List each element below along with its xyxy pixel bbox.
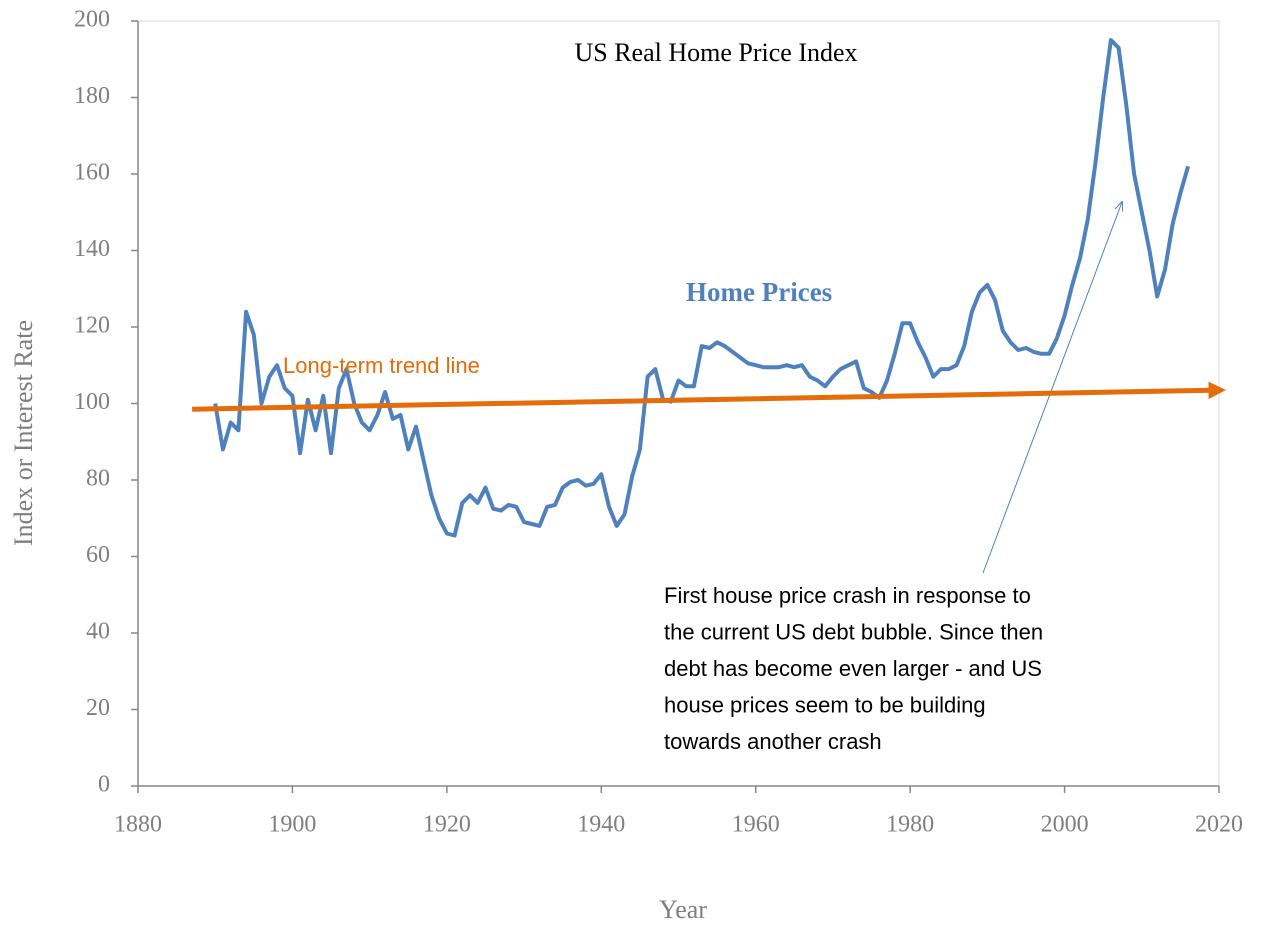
series-label: Long-term trend line xyxy=(283,353,480,378)
x-tick-label: 1940 xyxy=(577,812,625,838)
annotation-line: First house price crash in response to xyxy=(664,583,1031,608)
annotation-line: towards another crash xyxy=(664,729,882,754)
y-tick-label: 200 xyxy=(74,7,110,33)
y-tick-label: 100 xyxy=(74,389,110,415)
chart-title: US Real Home Price Index xyxy=(574,38,857,67)
series-line xyxy=(192,381,1226,412)
x-tick-label: 1980 xyxy=(886,812,934,838)
series-label: Home Prices xyxy=(686,277,832,307)
y-tick-label: 120 xyxy=(74,313,110,339)
annotation-line: house prices seem to be building xyxy=(664,692,986,717)
annotation-line: debt has become even larger - and US xyxy=(664,656,1042,681)
y-tick-label: 40 xyxy=(86,619,110,645)
x-tick-label: 1920 xyxy=(423,812,471,838)
y-tick-label: 140 xyxy=(74,236,110,262)
x-axis-label: Year xyxy=(659,895,707,924)
x-tick-label: 1960 xyxy=(732,812,780,838)
y-tick-label: 180 xyxy=(74,83,110,109)
y-tick-label: 160 xyxy=(74,160,110,186)
x-tick-label: 1880 xyxy=(114,812,162,838)
annotation-line: the current US debt bubble. Since then xyxy=(664,619,1043,644)
x-tick-label: 2000 xyxy=(1041,812,1089,838)
series-line xyxy=(213,38,1191,538)
y-tick-label: 0 xyxy=(98,772,110,798)
y-tick-label: 60 xyxy=(86,542,110,568)
annotation-arrow xyxy=(982,202,1122,574)
x-tick-label: 1900 xyxy=(268,812,316,838)
y-tick-label: 80 xyxy=(86,466,110,492)
x-tick-label: 2020 xyxy=(1195,812,1243,838)
y-tick-label: 20 xyxy=(86,695,110,721)
y-axis-label: Index or Interest Rate xyxy=(9,320,38,546)
